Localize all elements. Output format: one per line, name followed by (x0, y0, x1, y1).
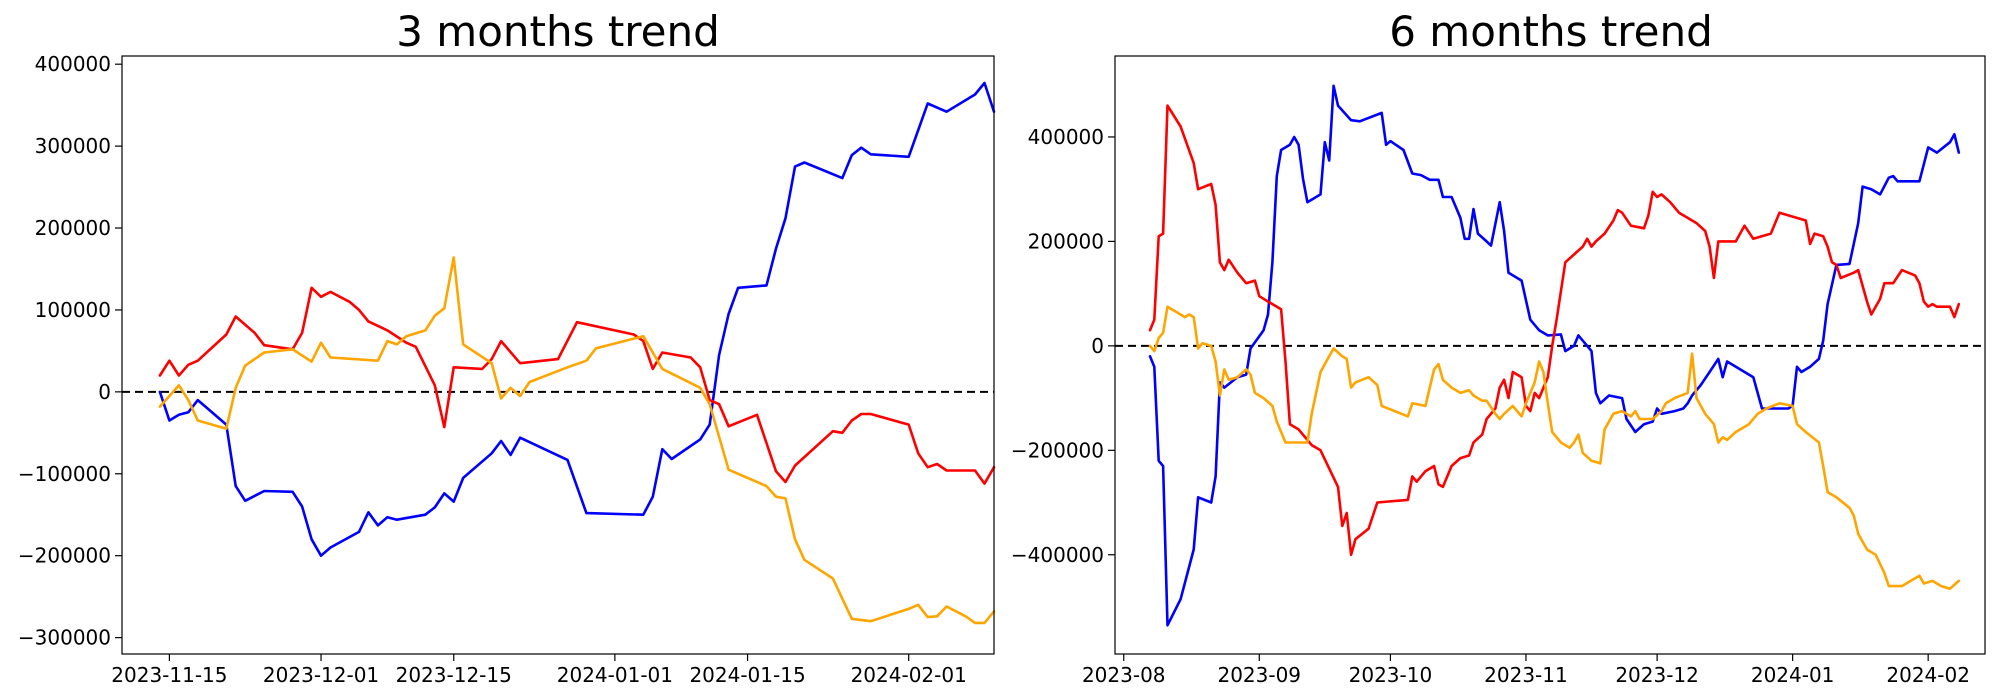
y-tick-label: −300000 (18, 626, 111, 650)
y-axis-ticks: 400000 200000 0 −200000 −400000 (1011, 125, 1115, 567)
series-line (158, 81, 996, 558)
plot-frame (121, 55, 995, 655)
y-tick-label: 200000 (35, 216, 111, 240)
y-tick-label: −100000 (18, 462, 111, 486)
x-tick-label: 2023-12-15 (396, 663, 512, 687)
x-axis-ticks: 2023-11-15 2023-12-01 2023-12-15 2024-01-01… (111, 654, 967, 687)
x-axis-ticks: 2023-08 2023-09 2023-10 2023-11 2023-12 2024-… (1082, 654, 1970, 687)
y-tick-label: 200000 (1028, 229, 1104, 253)
x-tick-label: 2023-08 (1082, 663, 1166, 687)
x-tick-label: 2024-01-01 (557, 663, 673, 687)
chart-title: 6 months trend (1389, 7, 1713, 56)
y-tick-label: 400000 (35, 52, 111, 76)
y-tick-label: 400000 (1028, 125, 1104, 149)
y-tick-label: −200000 (18, 544, 111, 568)
plot-frame (1114, 55, 1986, 655)
series-line (1148, 84, 1961, 627)
y-axis-ticks: 400000 300000 200000 100000 0 −100000 −200000 −… (18, 52, 122, 650)
x-tick-label: 2023-12-01 (263, 663, 379, 687)
x-tick-label: 2023-11 (1484, 663, 1568, 687)
y-tick-label: 300000 (35, 134, 111, 158)
chart-6-months: 6 months trend 2023-08 2023-09 2023-10 2023… (1011, 7, 1986, 687)
x-tick-label: 2024-02-01 (851, 663, 967, 687)
y-tick-label: 100000 (35, 298, 111, 322)
x-tick-label: 2023-12 (1615, 663, 1699, 687)
x-tick-label: 2023-09 (1217, 663, 1301, 687)
x-tick-label: 2023-11-15 (111, 663, 227, 687)
y-tick-label: −400000 (1011, 543, 1104, 567)
chart-3-months: 3 months trend 2023-11-15 2023-12-01 2023-… (18, 7, 996, 687)
series-line (158, 256, 996, 625)
x-tick-label: 2024-02 (1886, 663, 1970, 687)
series-line (1148, 305, 1961, 591)
series-layer (158, 81, 996, 625)
y-tick-label: −200000 (1011, 438, 1104, 462)
y-tick-label: 0 (1091, 334, 1104, 358)
x-tick-label: 2023-10 (1349, 663, 1433, 687)
chart-title: 3 months trend (396, 7, 720, 56)
series-line (1148, 104, 1961, 557)
y-tick-label: 0 (98, 380, 111, 404)
x-tick-label: 2024-01 (1751, 663, 1835, 687)
series-layer (1148, 84, 1961, 627)
x-tick-label: 2024-01-15 (689, 663, 805, 687)
